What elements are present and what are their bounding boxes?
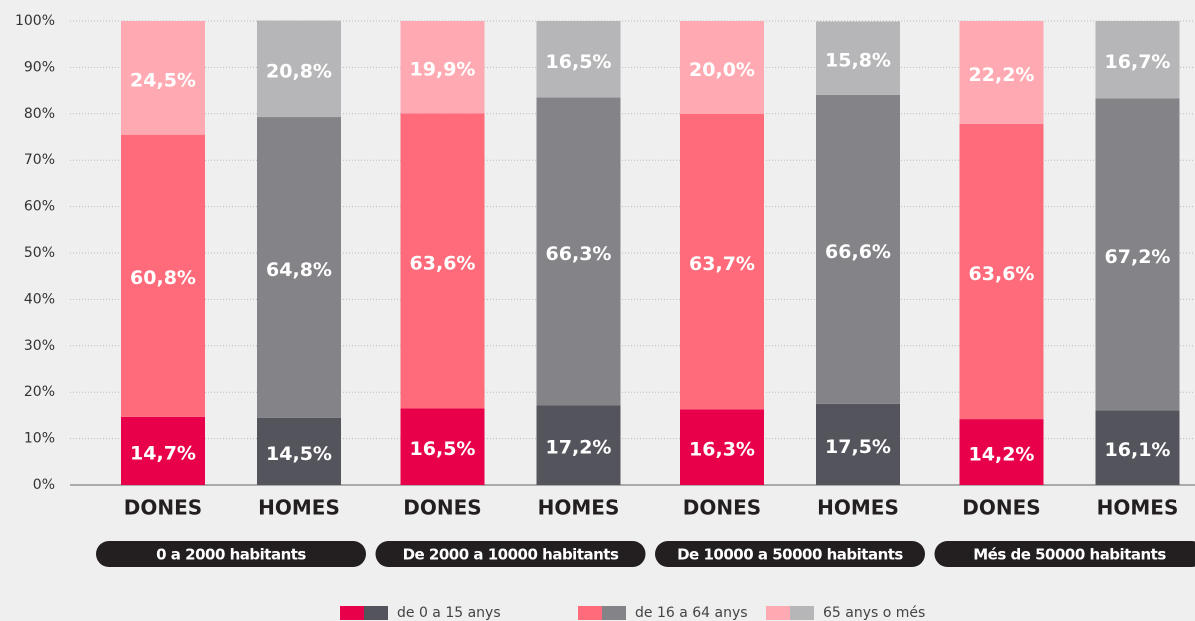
data-label: 19,9% [410,59,476,81]
x-tick-label: DONES [124,496,202,520]
bar-segment [536,21,621,98]
data-label: 14,2% [969,444,1035,466]
data-label: 16,1% [1105,439,1171,461]
x-tick-label: DONES [403,496,481,520]
bar-segment [816,94,900,404]
data-label: 63,7% [689,253,755,275]
legend-label: 65 anys o més [823,605,925,621]
bar-segment [536,405,621,485]
bar-segment [816,21,900,95]
data-label: 64,8% [266,259,332,281]
y-tick-label: 0% [33,477,55,493]
bar-segment [400,113,485,409]
bar-segment [257,117,341,418]
bar-segment [121,134,205,417]
data-label: 60,8% [130,267,196,289]
bar-segment [1095,21,1180,99]
data-label: 14,5% [266,443,332,465]
y-tick-label: 90% [24,59,55,75]
legend-swatch [602,606,626,620]
legend-swatch [340,606,364,620]
bar-segment [257,417,341,485]
data-label: 66,6% [825,241,891,263]
group-pill [655,541,925,567]
group-label: De 2000 a 10000 habitants [403,546,619,564]
data-label: 16,7% [1105,51,1171,73]
x-tick-label: DONES [962,496,1040,520]
legend-label: de 16 a 64 anys [635,605,748,621]
y-tick-label: 70% [24,152,55,168]
x-tick-label: HOMES [1097,496,1179,520]
y-tick-label: 50% [24,245,55,261]
x-tick-label: DONES [683,496,761,520]
legend-label: de 0 a 15 anys [397,605,501,621]
legend-swatch [364,606,388,620]
data-label: 20,8% [266,60,332,82]
bar-segment [1095,98,1180,411]
bar-segment [816,403,900,485]
bar-segment [680,409,764,485]
data-label: 16,3% [689,439,755,461]
bar-segment [959,124,1044,420]
data-label: 66,3% [546,243,612,265]
data-label: 24,5% [130,69,196,91]
bar-segment [959,21,1044,125]
x-tick-label: HOMES [817,496,899,520]
group-label: 0 a 2000 habitants [156,546,306,564]
bar-segment [121,21,205,135]
bar-segment [959,419,1044,485]
group-label: De 10000 a 50000 habitants [677,546,903,564]
data-label: 22,2% [969,64,1035,86]
bar-segment [680,21,764,114]
group-label: Més de 50000 habitants [973,546,1166,564]
bar-segment [1095,410,1180,485]
group-pill [934,541,1195,567]
data-label: 14,7% [130,442,196,464]
data-label: 63,6% [410,252,476,274]
data-label: 67,2% [1105,246,1171,268]
data-label: 20,0% [689,59,755,81]
legend-swatch [790,606,814,620]
data-label: 63,6% [969,263,1035,285]
bar-segment [257,20,341,118]
group-pill [96,541,366,567]
y-tick-label: 80% [24,106,55,122]
y-tick-label: 100% [15,13,55,29]
data-label: 16,5% [546,51,612,73]
group-pill [375,541,646,567]
bar-segment [121,416,205,485]
x-tick-label: HOMES [258,496,340,520]
y-tick-label: 30% [24,338,55,354]
y-tick-label: 40% [24,291,55,307]
data-label: 15,8% [825,50,891,72]
y-tick-label: 20% [24,384,55,400]
x-tick-label: HOMES [538,496,620,520]
y-tick-label: 60% [24,199,55,215]
bar-segment [536,97,621,406]
legend-swatch [578,606,602,620]
bar-segment [680,113,764,410]
legend-swatch [766,606,790,620]
data-label: 17,5% [825,436,891,458]
y-tick-label: 10% [24,431,55,447]
data-label: 17,2% [546,437,612,459]
bar-segment [400,408,485,485]
data-label: 16,5% [410,438,476,460]
bar-segment [400,21,485,114]
